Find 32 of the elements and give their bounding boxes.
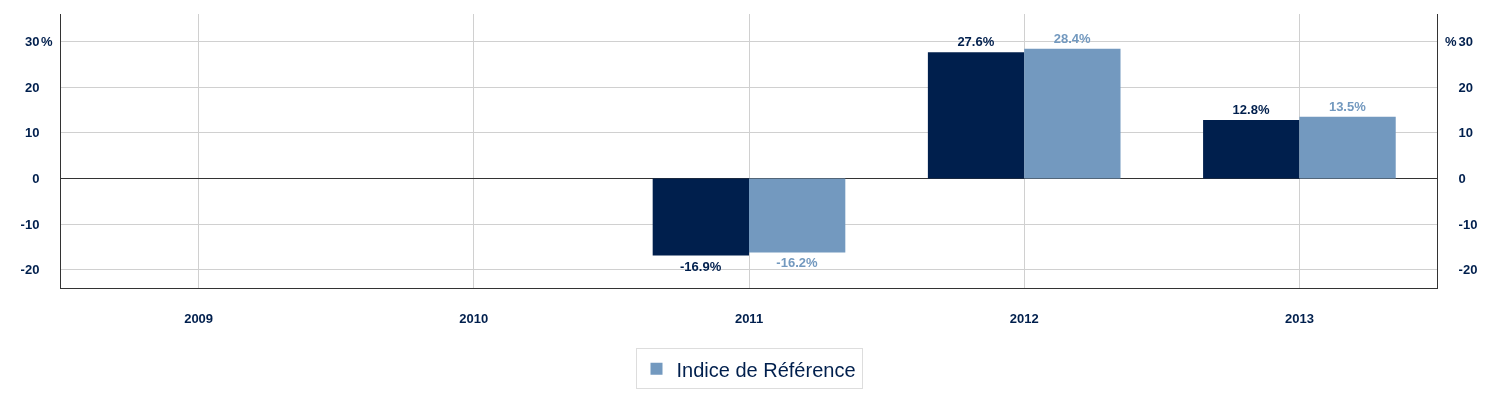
y-tick-label: 10	[24, 125, 40, 141]
y-tick-label: 0	[32, 170, 40, 186]
y-tick-label: 30	[24, 33, 40, 49]
y2-tick-label: 30	[1458, 33, 1474, 49]
x-tick-label: 2010	[459, 310, 489, 326]
data-label: -16.9%	[680, 258, 722, 274]
bar	[652, 178, 749, 256]
x-tick-label: 2012	[1009, 310, 1039, 326]
y2-tick-label: -10	[1458, 216, 1478, 232]
bar	[927, 52, 1025, 179]
y-axis-title: %	[41, 34, 53, 49]
x-tick-label: 2009	[184, 310, 214, 326]
bar	[1203, 119, 1300, 179]
y2-axis-title: %	[1445, 34, 1457, 49]
x-tick-label: 2011	[734, 310, 764, 326]
y-tick-label: -10	[20, 216, 40, 232]
data-label: -16.2%	[776, 255, 818, 271]
data-label: 13.5%	[1328, 98, 1367, 114]
data-label: 12.8%	[1232, 101, 1270, 117]
data-label: 28.4%	[1053, 30, 1092, 46]
data-label: 27.6%	[957, 34, 995, 50]
y2-tick-label: -20	[1458, 262, 1478, 278]
legend-label: Indice de Référence	[676, 358, 856, 381]
bar	[1299, 116, 1396, 179]
bar	[749, 178, 846, 253]
x-tick-label: 2013	[1284, 310, 1314, 326]
y-tick-label: -20	[20, 262, 40, 278]
y2-tick-label: 0	[1458, 170, 1466, 186]
y2-tick-label: 20	[1458, 79, 1474, 95]
y-tick-label: 20	[24, 79, 40, 95]
y2-tick-label: 10	[1458, 125, 1474, 141]
bar	[1024, 48, 1121, 179]
